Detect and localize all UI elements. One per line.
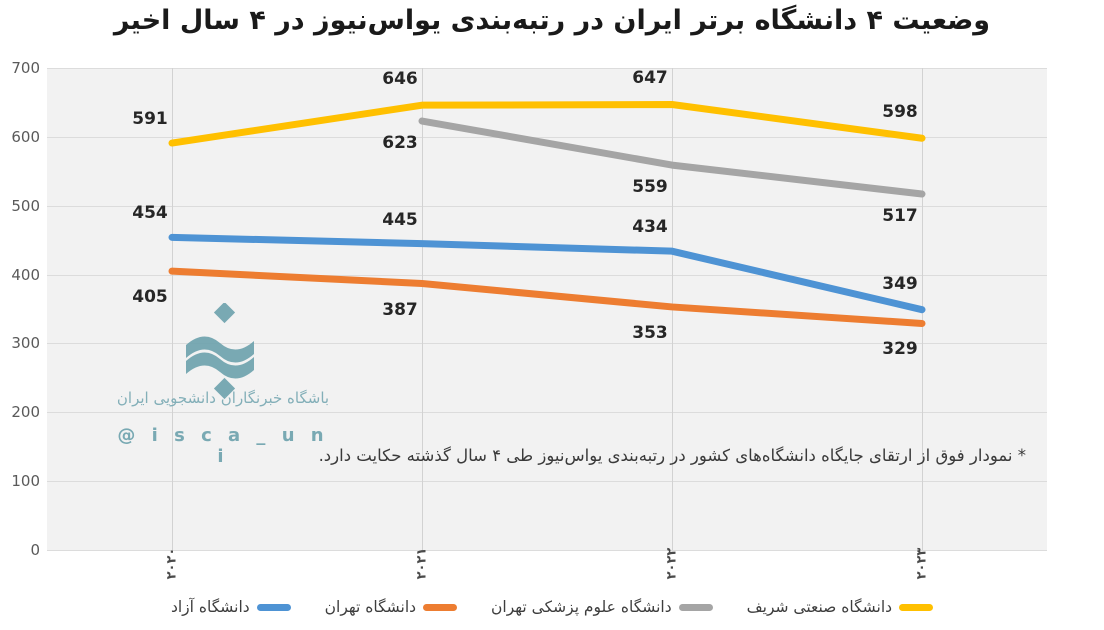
legend-color-swatch: [423, 603, 458, 611]
x-axis-tick-label: ۲۰۲۱: [414, 547, 430, 580]
data-point-label: 349: [882, 273, 918, 294]
gridline-horizontal: [47, 412, 1047, 414]
y-axis-tick-label: 400: [11, 265, 40, 284]
legend-label: دانشگاه علوم پزشکی تهران: [491, 598, 672, 616]
y-axis-tick-label: 600: [11, 127, 40, 146]
gridline-horizontal: [47, 136, 1047, 138]
series-line: [168, 233, 926, 314]
data-point-label: 329: [882, 339, 918, 360]
legend-item[interactable]: دانشگاه آزاد: [171, 598, 291, 616]
gridline-horizontal: [47, 205, 1047, 207]
legend-item[interactable]: دانشگاه صنعتی شریف: [746, 598, 934, 616]
legend-label: دانشگاه صنعتی شریف: [746, 598, 893, 616]
data-point-label: 517: [882, 206, 918, 226]
data-point-label: 353: [632, 322, 668, 343]
data-point-label: 559: [632, 177, 668, 198]
data-point-label: 434: [632, 217, 668, 238]
x-axis-tick-label: ۲۰۲۳: [914, 547, 930, 580]
series-line: [168, 100, 926, 147]
series-lines: [168, 100, 926, 327]
chart-annotation: * نمودار فوق از ارتقای جایگاه دانشگاه‌ها…: [318, 446, 1026, 465]
plot-area: [47, 68, 1047, 551]
chart-legend: دانشگاه صنعتی شریف دانشگاه علوم پزشکی تهر…: [0, 598, 1104, 616]
data-point-label: 647: [632, 68, 668, 89]
data-point-label: 405: [132, 287, 168, 308]
x-axis-tick-label: ۲۰۲۲: [664, 547, 680, 580]
series-line: [418, 117, 926, 198]
legend-label: دانشگاه آزاد: [170, 598, 250, 616]
series-line: [168, 267, 926, 327]
legend-color-swatch: [256, 603, 291, 611]
legend-color-swatch: [899, 603, 934, 611]
legend-label: دانشگاه تهران: [324, 598, 417, 616]
data-point-label: 598: [882, 102, 918, 123]
data-point-label: 623: [382, 133, 418, 154]
gridline-horizontal: [47, 481, 1047, 483]
data-point-label: 387: [382, 299, 418, 320]
x-axis-tick-label: ۲۰۲۰: [164, 547, 180, 580]
legend-color-swatch: [678, 603, 713, 611]
chart-title: وضعیت ۴ دانشگاه برتر ایران در رتبه‌بندی …: [113, 5, 991, 36]
y-axis-tick-label: 500: [11, 196, 40, 215]
gridline-vertical: [172, 68, 173, 550]
gridline-vertical: [422, 68, 423, 550]
y-axis-tick-label: 700: [11, 59, 40, 77]
data-point-label: 454: [132, 203, 168, 224]
gridline-horizontal: [47, 68, 1047, 69]
legend-item[interactable]: دانشگاه تهران: [324, 598, 458, 616]
gridline-horizontal: [47, 274, 1047, 276]
gridline-horizontal: [47, 550, 1047, 551]
y-axis-tick-label: 300: [11, 334, 40, 353]
data-point-label: 591: [132, 109, 168, 130]
y-axis-tick-label: 0: [30, 541, 40, 559]
data-point-label: 445: [382, 209, 418, 230]
y-axis-tick-label: 100: [11, 472, 40, 491]
data-point-label: 646: [382, 69, 418, 90]
y-axis-tick-label: 200: [11, 403, 40, 422]
gridline-horizontal: [47, 343, 1047, 345]
legend-item[interactable]: دانشگاه علوم پزشکی تهران: [491, 598, 713, 616]
